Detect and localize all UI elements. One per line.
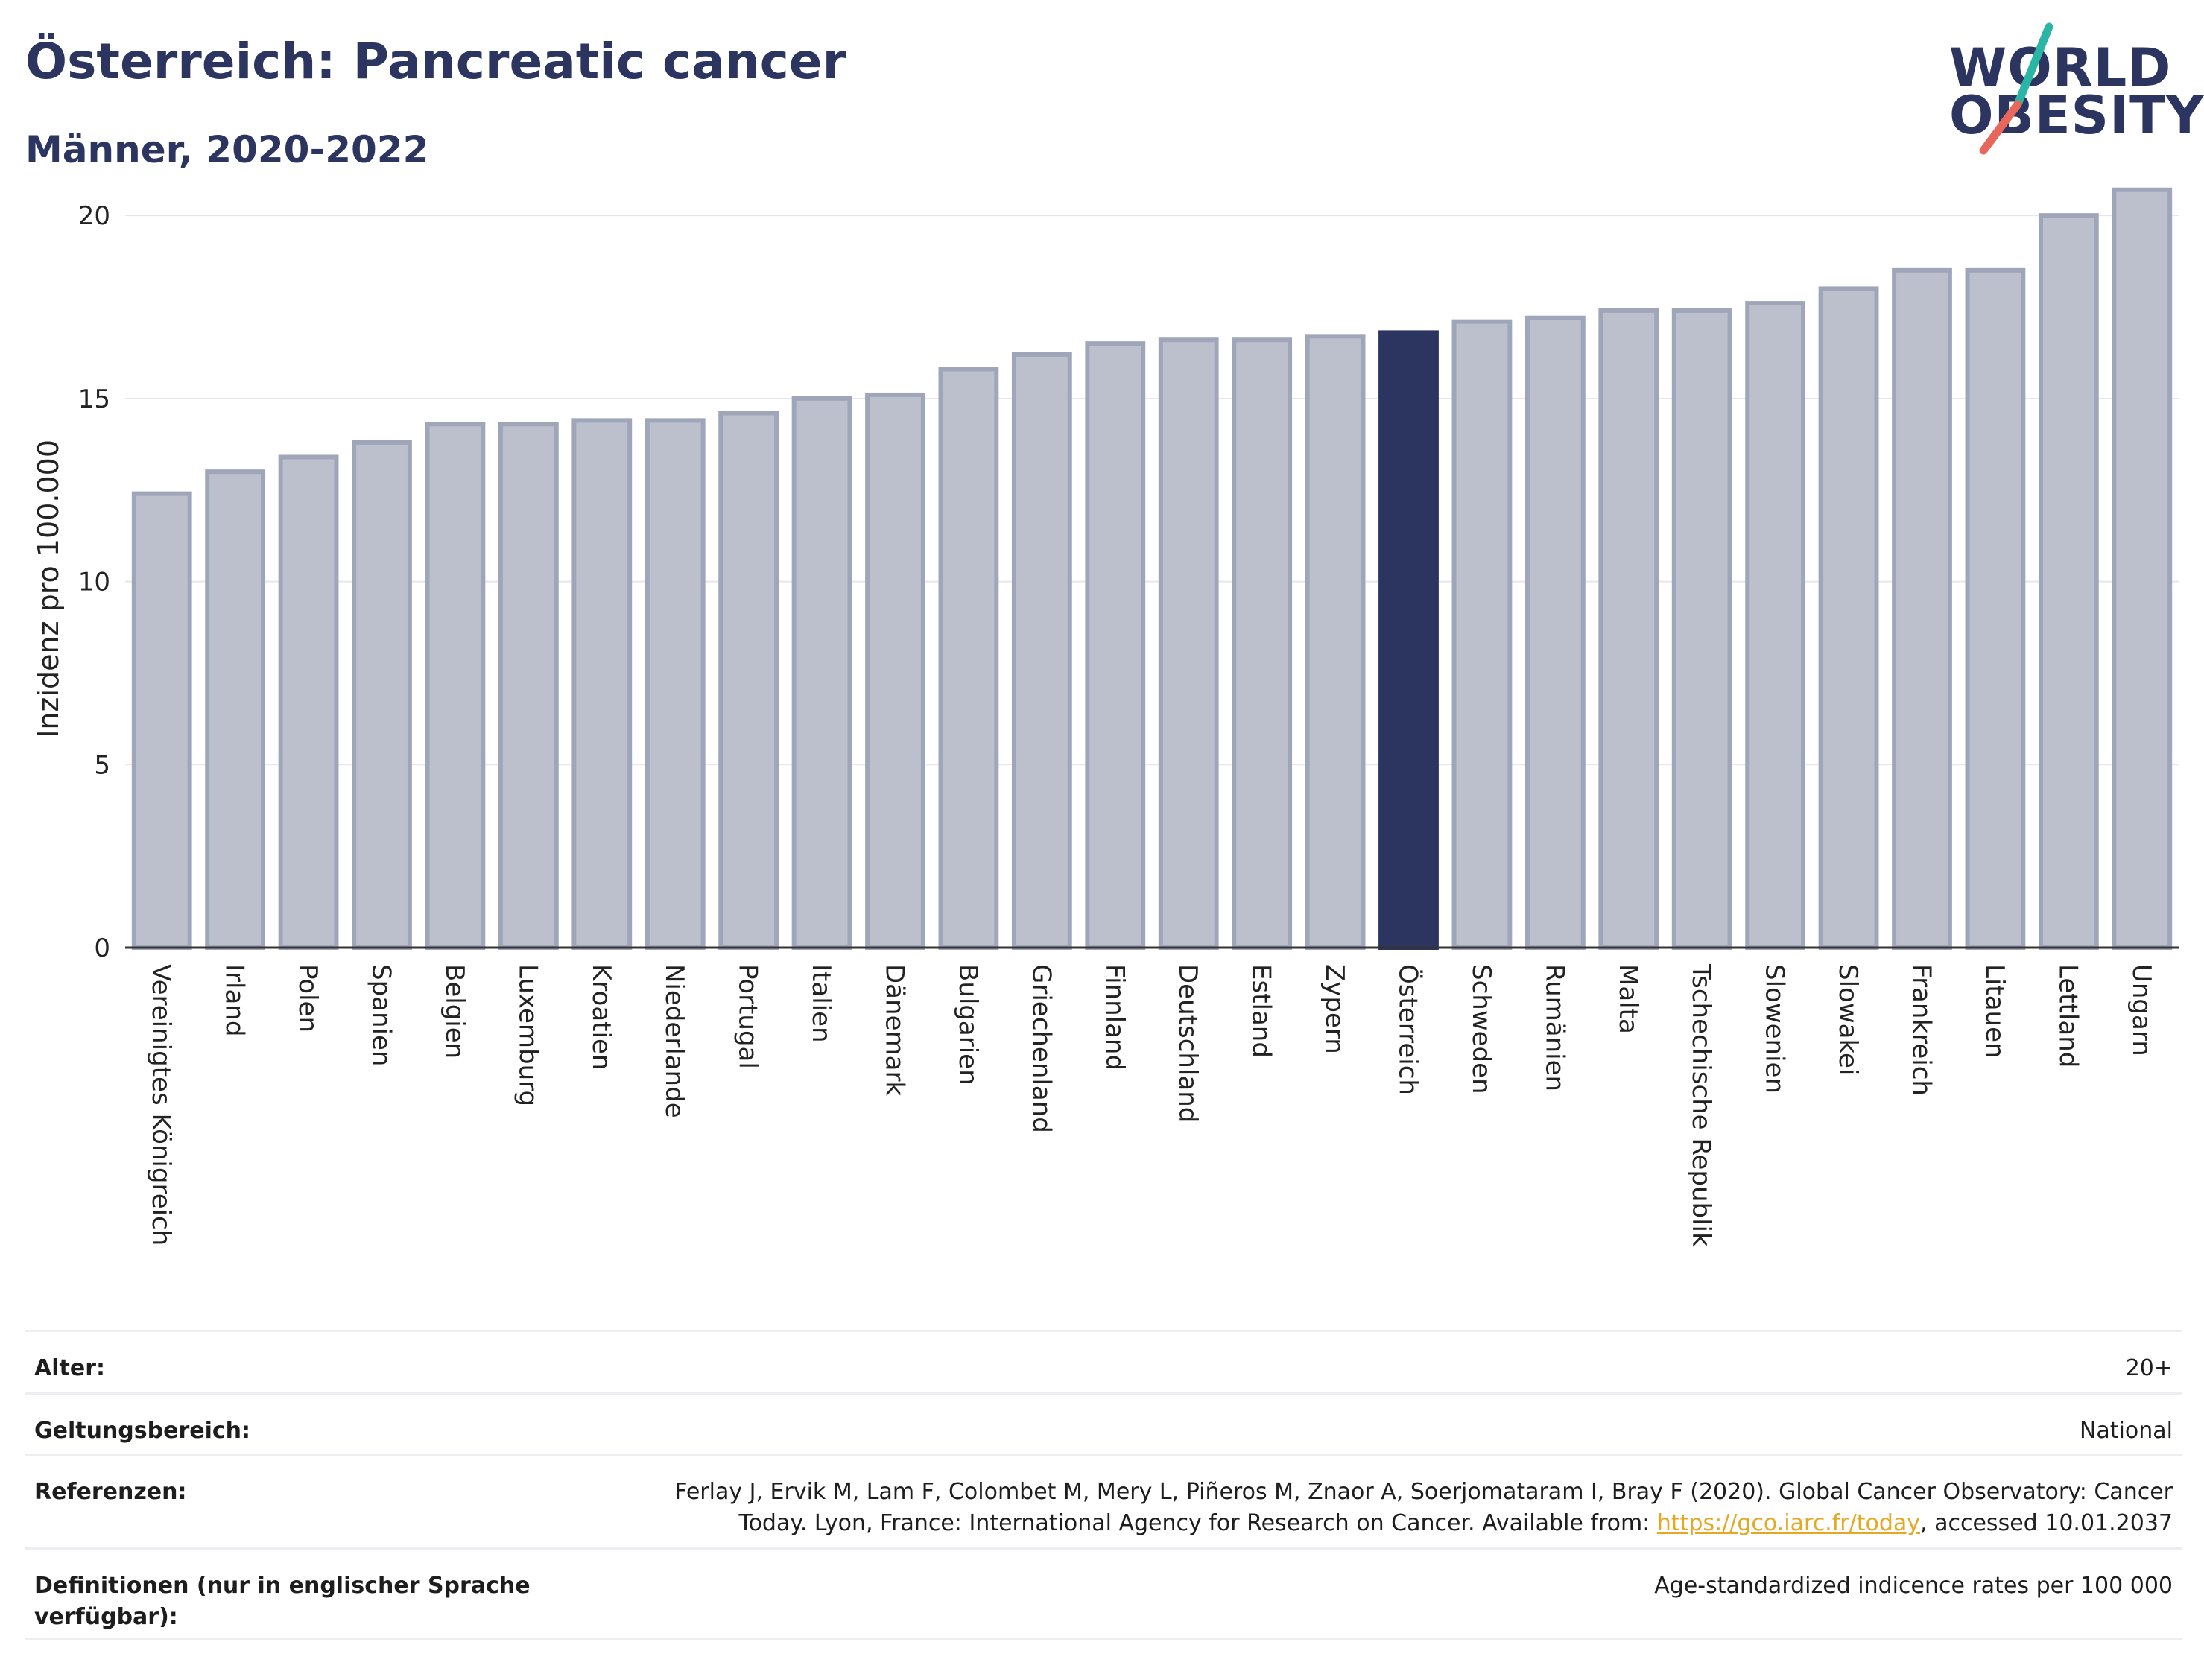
- x-tick-label: Kroatien: [586, 964, 616, 1070]
- references-link[interactable]: https://gco.iarc.fr/today: [1656, 1510, 1921, 1536]
- x-tick-label: Litauen: [1980, 964, 2010, 1059]
- x-tick-label: Niederlande: [659, 964, 689, 1118]
- bar: [1305, 334, 1366, 951]
- bar: [1965, 267, 2026, 951]
- bar: [1524, 315, 1586, 950]
- age-label: Alter:: [34, 1355, 105, 1381]
- x-tick-label: Slowenien: [1760, 964, 1790, 1094]
- y-tick-label: 15: [78, 384, 110, 414]
- chart-title: Österreich: Pancreatic cancer: [25, 33, 847, 90]
- bar: [2038, 213, 2099, 950]
- x-tick-label: Slowakei: [1833, 964, 1863, 1075]
- age-value: 20+: [2125, 1355, 2173, 1381]
- bar: [352, 440, 412, 951]
- definitions-value: Age-standardized indicence rates per 100…: [1654, 1573, 2173, 1599]
- bar: [498, 422, 559, 950]
- y-tick-label: 5: [94, 750, 110, 780]
- x-tick-label: Ungarn: [2127, 964, 2156, 1056]
- bar: [1232, 337, 1293, 950]
- bar: [645, 418, 706, 951]
- bar: [1745, 301, 1806, 951]
- references-text-1: Ferlay J, Ervik M, Lam F, Colombet M, Me…: [674, 1479, 2173, 1505]
- x-tick-label: Frankreich: [1907, 964, 1937, 1096]
- bar: [571, 418, 633, 951]
- x-tick-label: Estland: [1247, 964, 1276, 1058]
- x-tick-label: Dänemark: [880, 964, 910, 1096]
- x-tick-label: Spanien: [367, 964, 396, 1066]
- x-tick-label: Luxemburg: [513, 964, 542, 1106]
- bar: [278, 454, 339, 950]
- x-tick-label: Vereinigtes Königreich: [146, 964, 176, 1246]
- bar: [1378, 330, 1439, 950]
- bar: [1011, 352, 1072, 950]
- bar: [1158, 337, 1219, 950]
- bar-chart: 0 5 10 15 20 Inzidenz pro 100.000 Vereinigtes …: [32, 187, 2179, 1247]
- y-tick-label: 10: [78, 568, 110, 597]
- references-value: Ferlay J, Ervik M, Lam F, Colombet M, Me…: [674, 1477, 2173, 1539]
- meta-row-definitions: Definitionen (nur in englischer Sprache …: [25, 1547, 2182, 1640]
- references-label: Referenzen:: [34, 1479, 187, 1505]
- x-tick-label: Rumänien: [1539, 964, 1569, 1091]
- x-tick-label: Österreich: [1393, 964, 1424, 1095]
- bar: [938, 367, 999, 951]
- logo-line-1: WORLD: [1949, 37, 2172, 98]
- meta-row-age: Alter: 20+: [25, 1330, 2182, 1392]
- references-text-2: Today. Lyon, France: International Agenc…: [738, 1510, 1657, 1536]
- chart-subtitle: Männer, 2020-2022: [25, 128, 429, 171]
- x-tick-label: Lettland: [2053, 964, 2083, 1068]
- bar: [131, 491, 192, 950]
- y-axis-label: Inzidenz pro 100.000: [32, 440, 65, 738]
- bar: [718, 411, 779, 950]
- definitions-label: Definitionen (nur in englischer Sprache …: [34, 1573, 531, 1630]
- x-tick-label: Belgien: [440, 964, 469, 1059]
- x-tick-label: Schweden: [1466, 964, 1496, 1094]
- scope-label: Geltungsbereich:: [34, 1418, 251, 1444]
- references-text-3: , accessed 10.01.2037: [1920, 1510, 2173, 1536]
- metadata-table: Alter: 20+ Geltungsbereich: National Ref…: [25, 1330, 2182, 1640]
- world-obesity-logo: WORLD OBESITY: [1937, 22, 2204, 164]
- y-tick-label: 20: [78, 201, 110, 231]
- x-tick-label: Griechenland: [1026, 964, 1056, 1133]
- logo-slash-icon: [1979, 22, 2053, 155]
- x-tick-label: Zypern: [1320, 964, 1349, 1054]
- bar: [1085, 341, 1146, 950]
- scope-value: National: [2079, 1418, 2173, 1444]
- bar: [205, 469, 266, 950]
- meta-row-references: Referenzen: Ferlay J, Ervik M, Lam F, Co…: [25, 1454, 2182, 1547]
- bar: [1892, 267, 1952, 951]
- x-tick-label: Malta: [1613, 964, 1643, 1034]
- bar: [791, 396, 852, 951]
- bar: [865, 392, 925, 950]
- bar: [1671, 308, 1732, 950]
- bar: [1451, 319, 1513, 950]
- bar: [1818, 286, 1879, 950]
- bar: [1598, 308, 1659, 950]
- x-tick-label: Finnland: [1100, 964, 1130, 1071]
- x-tick-label: Portugal: [733, 964, 763, 1069]
- x-tick-label: Irland: [220, 964, 250, 1036]
- x-tick-label: Tschechische Republik: [1686, 963, 1716, 1247]
- x-tick-label: Italien: [806, 964, 836, 1043]
- x-tick-label: Deutschland: [1173, 964, 1203, 1123]
- x-tick-label: Polen: [293, 964, 323, 1033]
- bar: [425, 422, 486, 950]
- y-tick-label: 0: [94, 933, 110, 963]
- meta-row-scope: Geltungsbereich: National: [25, 1392, 2182, 1454]
- x-tick-label: Bulgarien: [953, 964, 983, 1085]
- bar: [2112, 187, 2173, 950]
